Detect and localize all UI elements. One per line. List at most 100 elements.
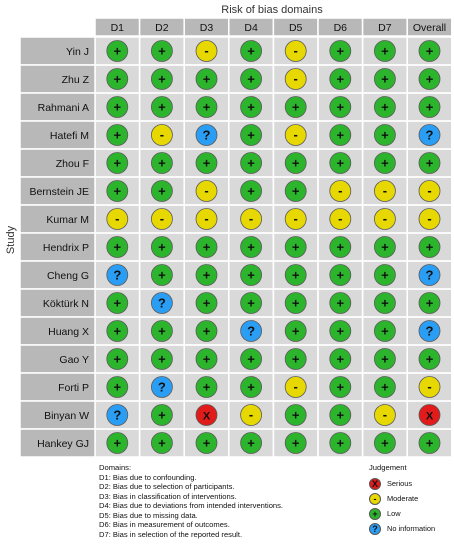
study-label: Zhu Z — [62, 74, 90, 86]
judgement-circle — [329, 404, 352, 426]
grid-cell — [406, 428, 453, 458]
domain-legend-item: D6: Bias in measurement of outcomes. — [99, 520, 230, 529]
judgement-circle — [329, 236, 352, 258]
judgement-circle — [240, 236, 263, 258]
judgement-symbol-moderate: - — [150, 208, 173, 230]
study-label: Rahmani A — [38, 102, 89, 114]
judgement-glyph: + — [337, 296, 345, 311]
judgement-symbol-low: + — [195, 348, 218, 370]
judgement-circle — [284, 432, 307, 454]
judgement-symbol-low: + — [284, 348, 307, 370]
judgement-symbol-moderate: - — [373, 180, 396, 202]
study-label-cell — [19, 204, 96, 234]
judgement-glyph: + — [381, 268, 389, 283]
judgement-symbol-low: + — [373, 348, 396, 370]
judgement-symbol-no-information: ? — [195, 124, 218, 146]
judgement-circle — [418, 124, 441, 146]
column-header-d1: D1 — [111, 22, 125, 34]
judgement-symbol-moderate: - — [284, 376, 307, 398]
judgement-glyph: + — [158, 184, 166, 199]
judgement-circle — [150, 152, 173, 174]
judgement-symbol-low: + — [373, 96, 396, 118]
judgement-symbol-low: + — [329, 40, 352, 62]
judgement-symbol-low: + — [240, 236, 263, 258]
judgement-glyph: - — [383, 211, 387, 226]
judgement-glyph: + — [292, 324, 300, 339]
judgement-glyph: - — [294, 211, 298, 226]
judgement-symbol-low: + — [329, 236, 352, 258]
study-label-cell — [19, 64, 96, 94]
judgement-circle — [329, 124, 352, 146]
judgement-circle — [150, 208, 173, 230]
judgement-symbol-low: + — [329, 152, 352, 174]
judgement-glyph: + — [381, 352, 389, 367]
judgement-symbol-low: + — [240, 264, 263, 286]
judgement-glyph: + — [337, 352, 345, 367]
judgement-glyph: + — [247, 380, 255, 395]
study-label: Zhou F — [56, 158, 89, 170]
judgement-circle — [329, 264, 352, 286]
judgement-glyph: - — [427, 379, 431, 394]
judgement-glyph: + — [381, 240, 389, 255]
judgement-circle — [284, 292, 307, 314]
judgement-symbol-serious: X — [195, 404, 218, 426]
judgement-circle — [195, 68, 218, 90]
judgement-glyph: + — [203, 380, 211, 395]
study-label-cell — [19, 36, 96, 66]
judgement-glyph: - — [204, 43, 208, 58]
judgement-circle — [150, 292, 173, 314]
judgement-symbol-low: + — [373, 264, 396, 286]
judgement-circle — [106, 96, 129, 118]
study-label-cell — [19, 428, 96, 458]
judgement-glyph: + — [203, 324, 211, 339]
judgement-legend-label: No information — [387, 524, 436, 534]
judgement-symbol-low: + — [240, 40, 263, 62]
judgement-glyph: + — [247, 436, 255, 451]
judgement-symbol-low: + — [373, 376, 396, 398]
column-header-d6: D6 — [334, 22, 348, 34]
judgement-symbol-low: + — [373, 292, 396, 314]
column-header-d3: D3 — [200, 22, 214, 34]
judgement-glyph: - — [249, 211, 253, 226]
judgement-glyph: - — [294, 43, 298, 58]
judgement-glyph: + — [158, 156, 166, 171]
judgement-glyph: + — [247, 128, 255, 143]
judgement-glyph: + — [337, 128, 345, 143]
judgement-circle — [240, 320, 263, 342]
judgement-symbol-low: + — [418, 152, 441, 174]
judgement-symbol-no-information: ? — [106, 404, 129, 426]
judgement-symbol-no-information: ? — [418, 124, 441, 146]
judgement-symbol-no-information: ? — [240, 320, 263, 342]
judgement-symbol-low: + — [195, 292, 218, 314]
judgement-circle — [150, 124, 173, 146]
judgement-glyph: + — [158, 352, 166, 367]
judgement-circle — [418, 236, 441, 258]
study-label: Gao Y — [59, 354, 89, 366]
judgement-circle — [240, 432, 263, 454]
judgement-circle — [106, 320, 129, 342]
domains-legend: Domains: D1: Bias due to confounding. D2… — [99, 463, 359, 539]
judgement-circle — [240, 40, 263, 62]
judgement-symbol-no-information: ? — [150, 292, 173, 314]
domain-legend-item: D5: Bias due to missing data. — [99, 510, 198, 520]
judgement-symbol-low: + — [418, 348, 441, 370]
judgement-symbol-low: + — [150, 180, 173, 202]
study-label: Kumar M — [46, 214, 89, 226]
judgement-circle — [418, 376, 441, 398]
judgement-glyph: + — [114, 184, 122, 199]
judgement-glyph: + — [337, 100, 345, 115]
judgement-symbol-low: + — [240, 152, 263, 174]
judgement-glyph: + — [158, 408, 166, 423]
judgement-symbol-low: + — [195, 264, 218, 286]
judgement-circle — [373, 236, 396, 258]
judgement-glyph: + — [114, 380, 122, 395]
judgement-symbol-moderate: - — [195, 180, 218, 202]
judgement-symbol-low: + — [150, 40, 173, 62]
judgement-glyph: + — [247, 296, 255, 311]
domain-legend-item: D4: Bias due to deviations from intended… — [99, 501, 284, 510]
judgement-circle — [284, 180, 307, 202]
judgement-symbol-low: + — [106, 348, 129, 370]
judgement-symbol-no-information: ? — [418, 320, 441, 342]
judgement-symbol-moderate: - — [284, 124, 307, 146]
